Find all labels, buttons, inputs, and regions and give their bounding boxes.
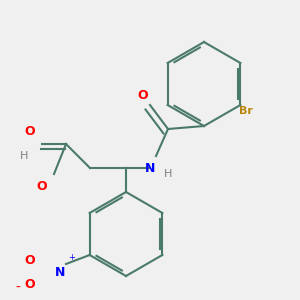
Text: O: O [25, 125, 35, 139]
Text: Br: Br [239, 106, 253, 116]
Text: -: - [16, 281, 20, 295]
Text: O: O [25, 254, 35, 268]
Text: N: N [145, 161, 155, 175]
Text: H: H [164, 169, 172, 179]
Text: O: O [25, 278, 35, 292]
Text: +: + [69, 254, 75, 262]
Text: O: O [137, 89, 148, 103]
Text: N: N [55, 266, 65, 280]
Text: O: O [37, 179, 47, 193]
Text: H: H [20, 151, 28, 161]
